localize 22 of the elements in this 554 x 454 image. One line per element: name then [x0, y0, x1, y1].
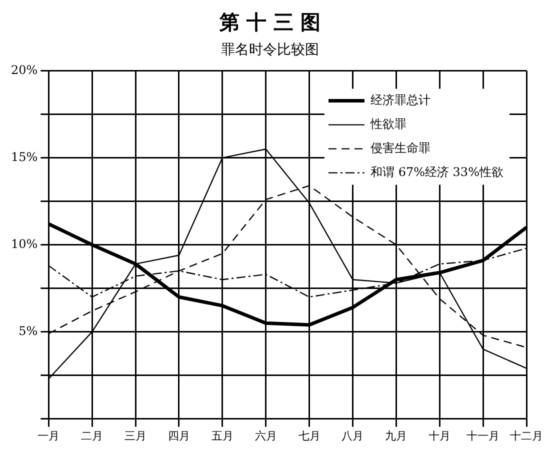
x-tick-label: 十一月: [466, 429, 500, 442]
y-tick-label: 5%: [18, 324, 38, 338]
x-tick-label: 二月: [81, 429, 104, 442]
chart-subtitle: 罪名时令比较图: [221, 42, 319, 58]
legend-label: 和谓 67%经济 33%性欲: [370, 164, 504, 179]
y-tick-label: 20%: [11, 62, 38, 77]
x-tick-label: 七月: [298, 429, 320, 442]
x-tick-label: 十二月: [510, 429, 543, 442]
y-tick-label: 15%: [11, 150, 38, 164]
x-tick-label: 九月: [385, 429, 408, 442]
x-tick-label: 一月: [38, 429, 60, 442]
y-tick-label: 10%: [11, 236, 38, 251]
x-tick-label: 六月: [254, 429, 277, 442]
x-tick-label: 八月: [342, 429, 364, 442]
chart-title: 第 十 三 图: [218, 10, 320, 34]
x-tick-label: 十月: [428, 429, 451, 442]
legend-label: 经济罪总计: [370, 92, 430, 107]
legend-label: 侵害生命罪: [370, 140, 430, 155]
legend-label: 性欲罪: [370, 116, 406, 131]
x-tick-label: 三月: [124, 429, 147, 442]
x-tick-label: 五月: [211, 429, 234, 442]
x-tick-label: 四月: [168, 429, 190, 442]
